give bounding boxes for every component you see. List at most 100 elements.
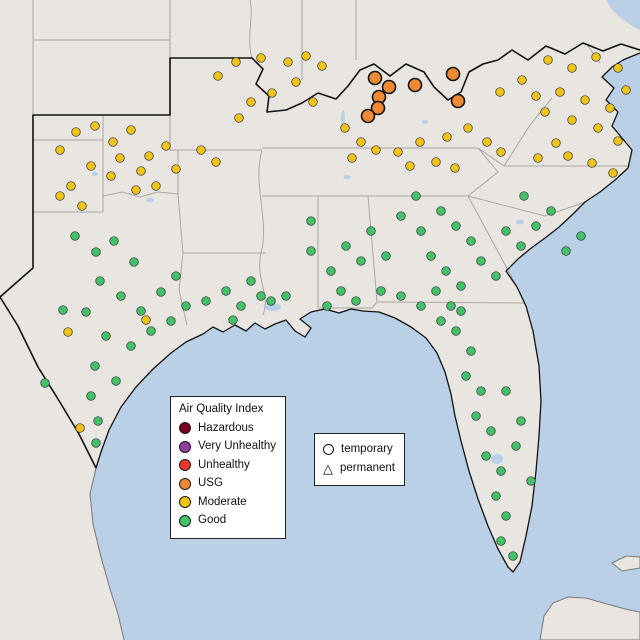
aqi-station-marker-moderate[interactable] [161, 141, 171, 151]
aqi-station-marker-moderate[interactable] [551, 138, 561, 148]
aqi-station-marker-good[interactable] [516, 416, 526, 426]
aqi-station-marker-good[interactable] [396, 211, 406, 221]
aqi-station-marker-good[interactable] [126, 341, 136, 351]
aqi-station-marker-moderate[interactable] [431, 157, 441, 167]
aqi-station-marker-good[interactable] [561, 246, 571, 256]
aqi-station-marker-good[interactable] [508, 551, 518, 561]
aqi-station-marker-moderate[interactable] [593, 123, 603, 133]
aqi-station-marker-moderate[interactable] [371, 145, 381, 155]
aqi-station-marker-moderate[interactable] [563, 151, 573, 161]
aqi-station-marker-good[interactable] [416, 226, 426, 236]
aqi-station-marker-good[interactable] [306, 246, 316, 256]
aqi-station-marker-good[interactable] [471, 411, 481, 421]
aqi-station-marker-moderate[interactable] [77, 201, 87, 211]
aqi-station-marker-moderate[interactable] [291, 77, 301, 87]
aqi-station-marker-moderate[interactable] [141, 315, 151, 325]
aqi-station-marker-moderate[interactable] [115, 153, 125, 163]
aqi-station-marker-moderate[interactable] [587, 158, 597, 168]
aqi-station-marker-moderate[interactable] [55, 191, 65, 201]
aqi-station-marker-usg[interactable] [407, 77, 423, 93]
aqi-station-marker-moderate[interactable] [591, 52, 601, 62]
aqi-station-marker-moderate[interactable] [234, 113, 244, 123]
aqi-station-marker-moderate[interactable] [283, 57, 293, 67]
aqi-station-marker-good[interactable] [109, 236, 119, 246]
aqi-station-marker-moderate[interactable] [605, 103, 615, 113]
aqi-station-marker-moderate[interactable] [126, 125, 136, 135]
aqi-station-marker-moderate[interactable] [171, 164, 181, 174]
aqi-station-marker-good[interactable] [341, 241, 351, 251]
aqi-station-marker-moderate[interactable] [256, 53, 266, 63]
aqi-station-marker-good[interactable] [436, 316, 446, 326]
aqi-station-marker-good[interactable] [146, 326, 156, 336]
aqi-station-marker-moderate[interactable] [608, 168, 618, 178]
aqi-station-marker-good[interactable] [281, 291, 291, 301]
aqi-station-marker-moderate[interactable] [301, 51, 311, 61]
aqi-station-marker-good[interactable] [326, 266, 336, 276]
aqi-station-marker-moderate[interactable] [267, 88, 277, 98]
aqi-station-marker-good[interactable] [491, 271, 501, 281]
aqi-station-marker-good[interactable] [136, 306, 146, 316]
aqi-station-marker-moderate[interactable] [246, 97, 256, 107]
aqi-station-marker-moderate[interactable] [555, 87, 565, 97]
aqi-station-marker-good[interactable] [526, 476, 536, 486]
aqi-station-marker-good[interactable] [81, 307, 91, 317]
aqi-station-marker-moderate[interactable] [308, 97, 318, 107]
aqi-station-marker-good[interactable] [486, 426, 496, 436]
aqi-station-marker-good[interactable] [166, 316, 176, 326]
aqi-station-marker-moderate[interactable] [621, 85, 631, 95]
aqi-station-marker-good[interactable] [246, 276, 256, 286]
aqi-station-marker-moderate[interactable] [347, 153, 357, 163]
aqi-station-marker-good[interactable] [101, 331, 111, 341]
aqi-station-marker-good[interactable] [336, 286, 346, 296]
aqi-station-marker-good[interactable] [501, 226, 511, 236]
aqi-station-marker-moderate[interactable] [131, 185, 141, 195]
aqi-station-marker-good[interactable] [411, 191, 421, 201]
aqi-station-marker-moderate[interactable] [211, 157, 221, 167]
aqi-station-marker-good[interactable] [451, 221, 461, 231]
aqi-station-marker-good[interactable] [516, 241, 526, 251]
aqi-station-marker-good[interactable] [111, 376, 121, 386]
aqi-station-marker-good[interactable] [236, 301, 246, 311]
aqi-station-marker-moderate[interactable] [90, 121, 100, 131]
aqi-station-marker-good[interactable] [86, 391, 96, 401]
aqi-station-marker-moderate[interactable] [415, 137, 425, 147]
aqi-station-marker-good[interactable] [416, 301, 426, 311]
aqi-station-marker-good[interactable] [351, 296, 361, 306]
aqi-station-marker-usg[interactable] [445, 66, 461, 82]
aqi-station-marker-usg[interactable] [367, 70, 383, 86]
aqi-station-marker-good[interactable] [546, 206, 556, 216]
aqi-station-marker-good[interactable] [396, 291, 406, 301]
aqi-station-marker-good[interactable] [228, 315, 238, 325]
aqi-station-marker-moderate[interactable] [151, 181, 161, 191]
aqi-station-marker-good[interactable] [466, 236, 476, 246]
aqi-station-marker-good[interactable] [501, 386, 511, 396]
aqi-station-marker-good[interactable] [91, 247, 101, 257]
aqi-station-marker-good[interactable] [531, 221, 541, 231]
aqi-station-marker-moderate[interactable] [567, 115, 577, 125]
aqi-station-marker-moderate[interactable] [450, 163, 460, 173]
aqi-station-marker-moderate[interactable] [567, 63, 577, 73]
aqi-station-marker-good[interactable] [519, 191, 529, 201]
aqi-station-marker-moderate[interactable] [356, 137, 366, 147]
aqi-station-marker-good[interactable] [306, 216, 316, 226]
aqi-station-marker-good[interactable] [496, 536, 506, 546]
aqi-station-marker-moderate[interactable] [531, 91, 541, 101]
aqi-station-marker-good[interactable] [481, 451, 491, 461]
aqi-station-marker-good[interactable] [40, 378, 50, 388]
aqi-station-marker-moderate[interactable] [496, 147, 506, 157]
aqi-station-marker-moderate[interactable] [442, 132, 452, 142]
aqi-station-marker-moderate[interactable] [613, 63, 623, 73]
aqi-station-marker-moderate[interactable] [86, 161, 96, 171]
aqi-station-marker-moderate[interactable] [108, 137, 118, 147]
aqi-station-marker-good[interactable] [58, 305, 68, 315]
aqi-station-marker-moderate[interactable] [482, 137, 492, 147]
aqi-station-marker-moderate[interactable] [517, 75, 527, 85]
aqi-station-marker-good[interactable] [431, 286, 441, 296]
aqi-station-marker-good[interactable] [501, 511, 511, 521]
aqi-station-marker-good[interactable] [171, 271, 181, 281]
aqi-station-marker-good[interactable] [129, 257, 139, 267]
aqi-station-marker-moderate[interactable] [533, 153, 543, 163]
aqi-station-marker-moderate[interactable] [144, 151, 154, 161]
aqi-station-marker-good[interactable] [256, 291, 266, 301]
